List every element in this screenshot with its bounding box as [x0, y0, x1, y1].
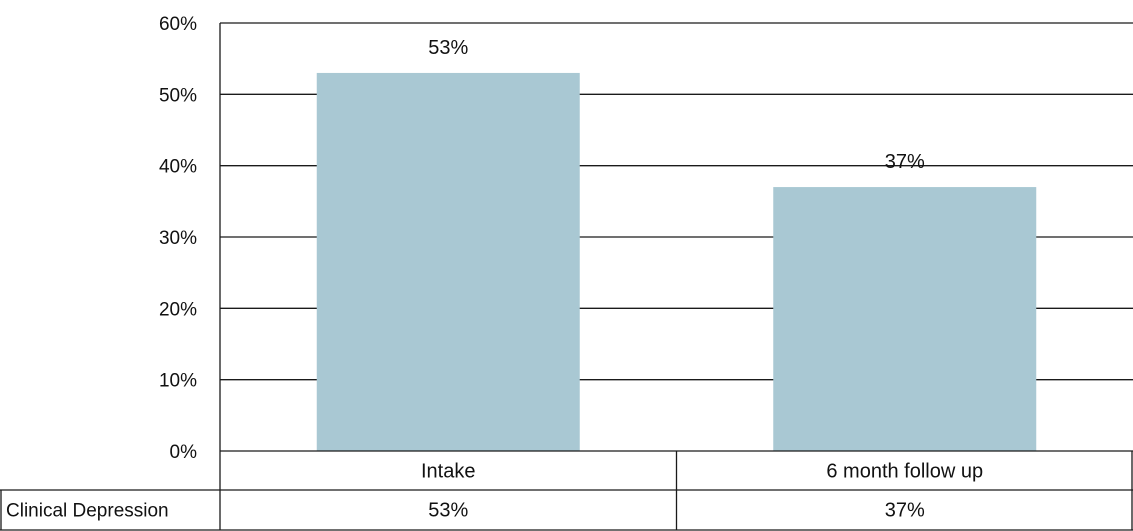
x-category-label: 6 month follow up — [826, 461, 983, 483]
series-name-label: Clinical Depression — [6, 501, 169, 522]
table-value: 37% — [885, 500, 925, 522]
bars — [316, 72, 1037, 452]
y-tick-label: 30% — [159, 228, 197, 249]
data-label: 37% — [885, 151, 925, 173]
data-label: 53% — [428, 37, 468, 59]
y-tick-label: 50% — [159, 85, 197, 106]
x-category-label: Intake — [421, 461, 475, 483]
data-table: Intake 53% 6 month follow up 37% Clinical De… — [0, 450, 1133, 531]
y-tick-label: 10% — [159, 371, 197, 392]
bar — [773, 187, 1037, 452]
y-tick-label: 40% — [159, 157, 197, 178]
y-tick-label: 60% — [159, 14, 197, 35]
y-axis: 0% 10% 20% 30% 40% 50% 60% — [159, 14, 221, 463]
table-value: 53% — [428, 500, 468, 522]
y-tick-label: 0% — [170, 442, 198, 463]
data-labels: 53% 37% — [428, 37, 925, 173]
y-tick-label: 20% — [159, 299, 197, 320]
bar — [316, 72, 580, 451]
